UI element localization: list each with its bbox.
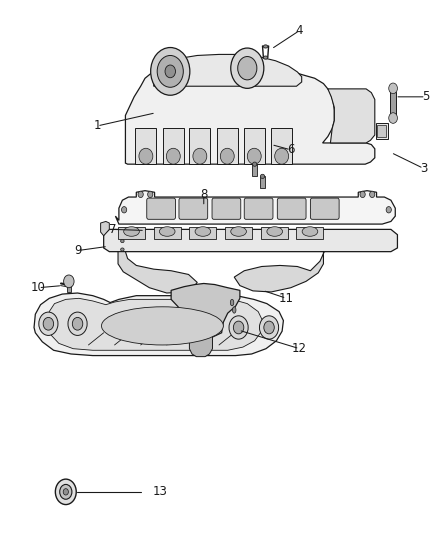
Ellipse shape bbox=[247, 148, 261, 164]
FancyBboxPatch shape bbox=[311, 198, 339, 219]
Polygon shape bbox=[171, 284, 240, 338]
Circle shape bbox=[231, 48, 264, 88]
Polygon shape bbox=[154, 227, 181, 239]
Text: 13: 13 bbox=[153, 486, 168, 498]
Polygon shape bbox=[244, 128, 265, 164]
Circle shape bbox=[151, 47, 190, 95]
Ellipse shape bbox=[120, 248, 124, 251]
Circle shape bbox=[63, 489, 68, 495]
Ellipse shape bbox=[159, 227, 175, 236]
Ellipse shape bbox=[263, 45, 268, 48]
Circle shape bbox=[259, 316, 279, 339]
Polygon shape bbox=[104, 229, 397, 252]
Circle shape bbox=[138, 191, 143, 198]
FancyBboxPatch shape bbox=[179, 198, 208, 219]
Text: 7: 7 bbox=[109, 223, 116, 236]
Ellipse shape bbox=[302, 227, 318, 236]
Text: 11: 11 bbox=[279, 292, 294, 305]
Ellipse shape bbox=[195, 227, 211, 236]
Polygon shape bbox=[297, 227, 323, 239]
Polygon shape bbox=[189, 128, 210, 164]
Circle shape bbox=[121, 207, 127, 213]
Circle shape bbox=[386, 207, 391, 213]
Circle shape bbox=[64, 275, 74, 288]
Text: 3: 3 bbox=[420, 162, 427, 175]
Polygon shape bbox=[118, 227, 145, 239]
Polygon shape bbox=[260, 176, 265, 188]
Circle shape bbox=[72, 317, 83, 330]
Polygon shape bbox=[34, 293, 283, 356]
Text: 9: 9 bbox=[74, 244, 81, 257]
Ellipse shape bbox=[267, 227, 283, 236]
Ellipse shape bbox=[102, 307, 223, 345]
Ellipse shape bbox=[139, 148, 153, 164]
Polygon shape bbox=[261, 227, 288, 239]
Polygon shape bbox=[67, 282, 71, 292]
Polygon shape bbox=[225, 227, 252, 239]
Ellipse shape bbox=[253, 162, 257, 166]
Circle shape bbox=[370, 191, 375, 198]
Polygon shape bbox=[189, 336, 212, 357]
Polygon shape bbox=[125, 59, 375, 164]
Polygon shape bbox=[163, 128, 184, 164]
Polygon shape bbox=[154, 54, 302, 86]
Ellipse shape bbox=[275, 148, 289, 164]
Ellipse shape bbox=[193, 148, 207, 164]
Circle shape bbox=[148, 191, 153, 198]
Polygon shape bbox=[101, 221, 110, 236]
Circle shape bbox=[55, 479, 76, 505]
Polygon shape bbox=[189, 227, 216, 239]
Ellipse shape bbox=[124, 227, 139, 236]
FancyBboxPatch shape bbox=[147, 198, 176, 219]
Circle shape bbox=[229, 316, 248, 339]
Polygon shape bbox=[376, 123, 388, 139]
Text: 1: 1 bbox=[93, 119, 101, 133]
Polygon shape bbox=[378, 125, 386, 137]
Ellipse shape bbox=[230, 300, 234, 306]
Polygon shape bbox=[234, 252, 324, 292]
FancyBboxPatch shape bbox=[277, 198, 306, 219]
Circle shape bbox=[43, 317, 53, 330]
Ellipse shape bbox=[260, 174, 265, 179]
Text: 12: 12 bbox=[292, 342, 307, 355]
Circle shape bbox=[264, 321, 274, 334]
Polygon shape bbox=[271, 128, 292, 164]
Ellipse shape bbox=[120, 239, 124, 243]
Polygon shape bbox=[328, 89, 375, 143]
Circle shape bbox=[157, 55, 184, 87]
Text: 10: 10 bbox=[31, 281, 46, 294]
Ellipse shape bbox=[233, 307, 236, 313]
Circle shape bbox=[389, 113, 397, 123]
Polygon shape bbox=[49, 298, 262, 350]
Polygon shape bbox=[118, 252, 197, 293]
Circle shape bbox=[389, 83, 397, 94]
Polygon shape bbox=[217, 128, 238, 164]
Circle shape bbox=[39, 312, 58, 335]
Circle shape bbox=[233, 321, 244, 334]
Polygon shape bbox=[135, 128, 156, 164]
Circle shape bbox=[60, 484, 72, 499]
Circle shape bbox=[238, 56, 257, 80]
FancyBboxPatch shape bbox=[212, 198, 241, 219]
Polygon shape bbox=[116, 191, 395, 224]
Text: 5: 5 bbox=[422, 90, 429, 103]
Circle shape bbox=[68, 312, 87, 335]
FancyBboxPatch shape bbox=[244, 198, 273, 219]
Ellipse shape bbox=[220, 148, 234, 164]
Circle shape bbox=[165, 65, 176, 78]
Circle shape bbox=[360, 191, 365, 198]
Polygon shape bbox=[390, 92, 396, 119]
Text: 8: 8 bbox=[200, 189, 208, 201]
Polygon shape bbox=[252, 164, 257, 176]
Ellipse shape bbox=[263, 56, 268, 59]
Text: 4: 4 bbox=[296, 24, 303, 37]
Ellipse shape bbox=[231, 227, 247, 236]
Text: 6: 6 bbox=[287, 143, 295, 156]
Ellipse shape bbox=[166, 148, 180, 164]
